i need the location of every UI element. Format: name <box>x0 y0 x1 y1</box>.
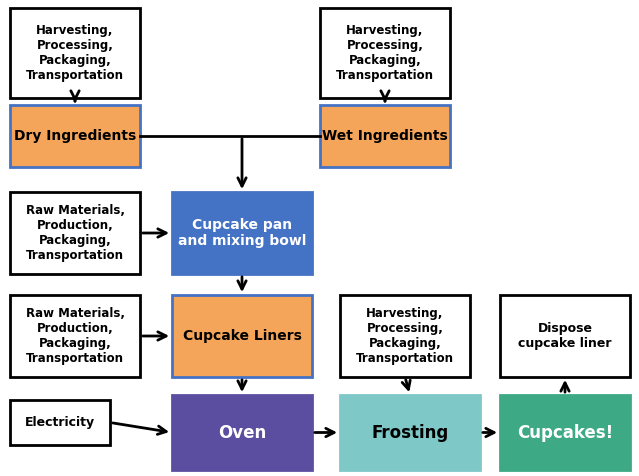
Text: Dry Ingredients: Dry Ingredients <box>14 129 136 143</box>
Bar <box>340 395 480 470</box>
Text: Cupcake Liners: Cupcake Liners <box>183 329 302 343</box>
Text: Harvesting,
Processing,
Packaging,
Transportation: Harvesting, Processing, Packaging, Trans… <box>336 24 434 82</box>
Text: Harvesting,
Processing,
Packaging,
Transportation: Harvesting, Processing, Packaging, Trans… <box>26 24 124 82</box>
Text: Cupcakes!: Cupcakes! <box>517 424 613 442</box>
Text: Wet Ingredients: Wet Ingredients <box>322 129 448 143</box>
Text: Cupcake pan
and mixing bowl: Cupcake pan and mixing bowl <box>178 218 306 248</box>
Text: Raw Materials,
Production,
Packaging,
Transportation: Raw Materials, Production, Packaging, Tr… <box>26 204 125 262</box>
Bar <box>172 192 312 274</box>
Text: Frosting: Frosting <box>371 424 449 442</box>
Bar <box>10 295 140 377</box>
Bar <box>10 192 140 274</box>
Text: Raw Materials,
Production,
Packaging,
Transportation: Raw Materials, Production, Packaging, Tr… <box>26 307 125 365</box>
Bar <box>500 395 630 470</box>
Bar <box>10 400 110 445</box>
Bar <box>320 105 450 167</box>
Text: Harvesting,
Processing,
Packaging,
Transportation: Harvesting, Processing, Packaging, Trans… <box>356 307 454 365</box>
Bar <box>340 295 470 377</box>
Bar <box>10 8 140 98</box>
Text: Oven: Oven <box>218 424 266 442</box>
Bar <box>500 295 630 377</box>
Bar <box>172 295 312 377</box>
Bar <box>172 395 312 470</box>
Bar <box>320 8 450 98</box>
Text: Electricity: Electricity <box>25 416 95 429</box>
Text: Dispose
cupcake liner: Dispose cupcake liner <box>518 322 612 350</box>
Bar <box>10 105 140 167</box>
